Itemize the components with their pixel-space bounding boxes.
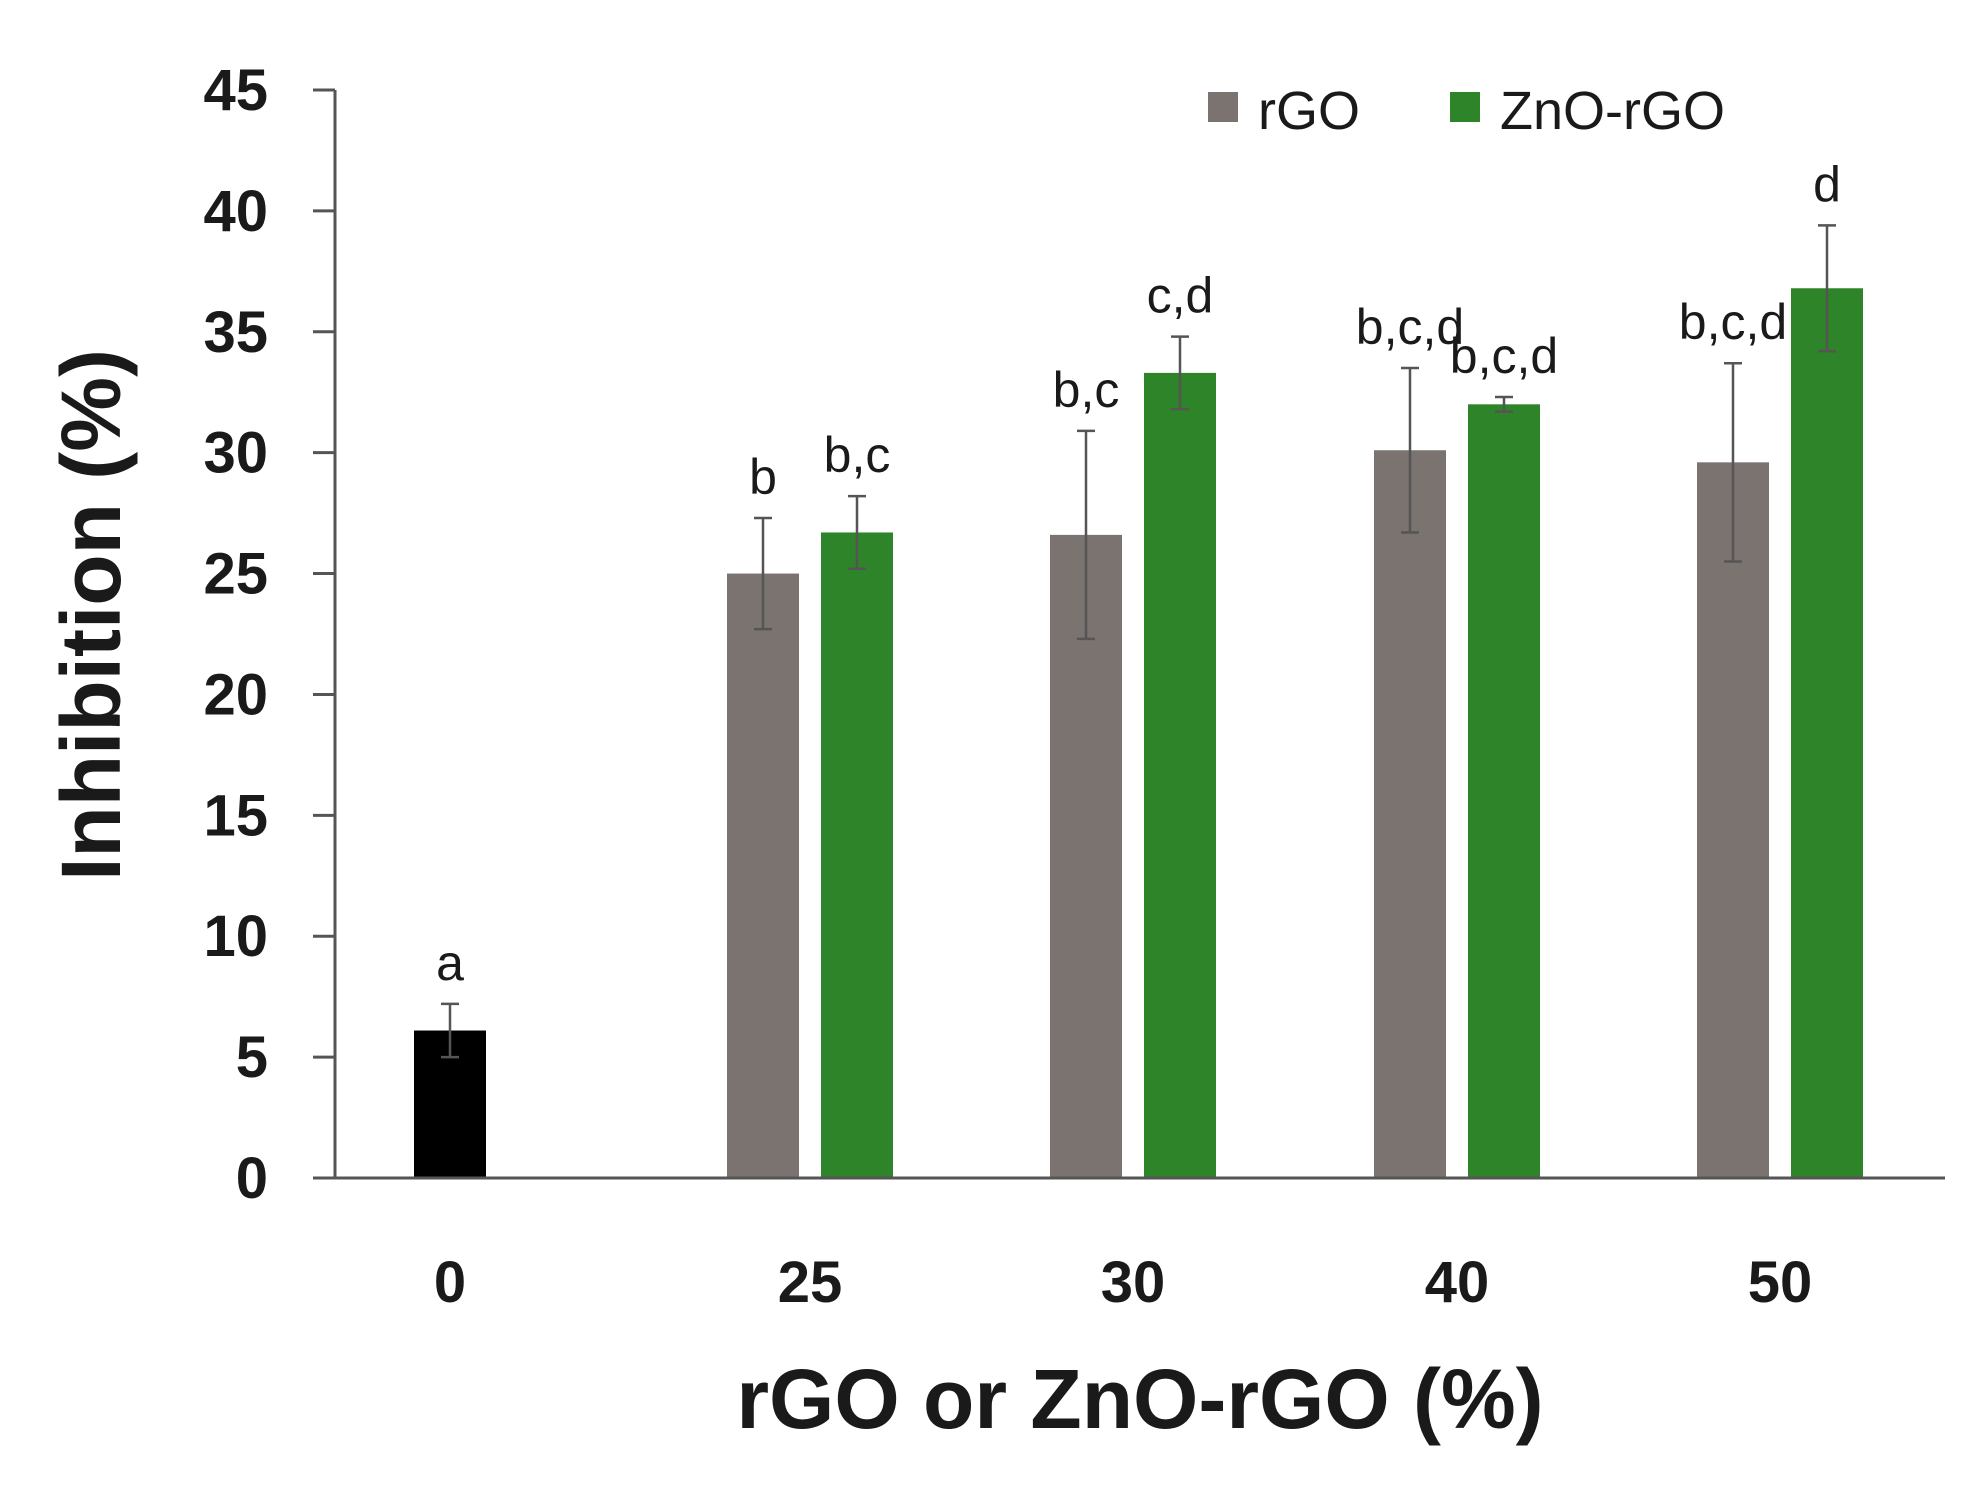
significance-labels: abb,cb,c,d b,c,db,cc,db,c,dd	[436, 156, 1841, 991]
zno-rgo-bar	[1468, 404, 1540, 1178]
y-tick-label: 15	[203, 783, 268, 848]
legend-label-rgo: rGO	[1258, 81, 1360, 141]
x-tick-label: 30	[1101, 1250, 1166, 1315]
y-tick-label: 45	[203, 58, 268, 123]
zno-rgo-bar	[1144, 372, 1216, 1178]
y-tick-label: 40	[203, 179, 268, 244]
zno-rgo-bar	[821, 532, 893, 1178]
x-tick-label: 40	[1425, 1250, 1490, 1315]
x-axis-title: rGO or ZnO-rGO (%)	[736, 1352, 1543, 1446]
y-tick-label: 10	[203, 904, 268, 969]
legend-label-zno-rgo: ZnO-rGO	[1500, 81, 1725, 141]
zno-rgo-significance-label: c,d	[1147, 268, 1214, 324]
y-tick-label: 25	[203, 542, 268, 607]
rgo-bar	[1697, 462, 1769, 1178]
rgo-bar	[1374, 450, 1446, 1178]
legend-swatch-zno-rgo	[1450, 92, 1480, 122]
y-tick-label: 5	[236, 1025, 268, 1090]
rgo-bar	[727, 573, 799, 1178]
zno-rgo-bar	[1791, 288, 1863, 1178]
x-tick-label: 25	[778, 1250, 843, 1315]
y-tick-label: 0	[236, 1146, 268, 1211]
rgo-significance-label: b	[749, 449, 777, 505]
y-tick-label: 20	[203, 662, 268, 727]
y-tick-label: 35	[203, 300, 268, 365]
control-significance-label: a	[436, 935, 464, 991]
legend-swatch-rgo	[1208, 92, 1238, 122]
rgo-significance-label: b,c,d	[1356, 299, 1464, 355]
rgo-significance-label: b,c,d	[1679, 294, 1787, 350]
zno-rgo-significance-label: d	[1813, 156, 1841, 212]
zno-rgo-significance-label: b,c,d	[1450, 328, 1558, 384]
error-bars	[441, 224, 1836, 1059]
x-tick-label: 0	[434, 1250, 466, 1315]
zno-rgo-significance-label: b,c	[824, 427, 891, 483]
rgo-significance-label: b,c	[1053, 362, 1120, 418]
y-axis-title: Inhibition (%)	[44, 349, 138, 881]
bars	[414, 288, 1863, 1178]
rgo-bar	[1050, 534, 1122, 1178]
y-tick-label: 30	[203, 421, 268, 486]
y-axis-ticks: 0 5 10 15 20 25 30 35 40 45	[203, 58, 335, 1211]
legend: rGO ZnO-rGO	[1208, 81, 1725, 141]
x-axis-ticks: 0 25 30 40 50	[434, 1250, 1812, 1315]
x-tick-label: 50	[1748, 1250, 1813, 1315]
